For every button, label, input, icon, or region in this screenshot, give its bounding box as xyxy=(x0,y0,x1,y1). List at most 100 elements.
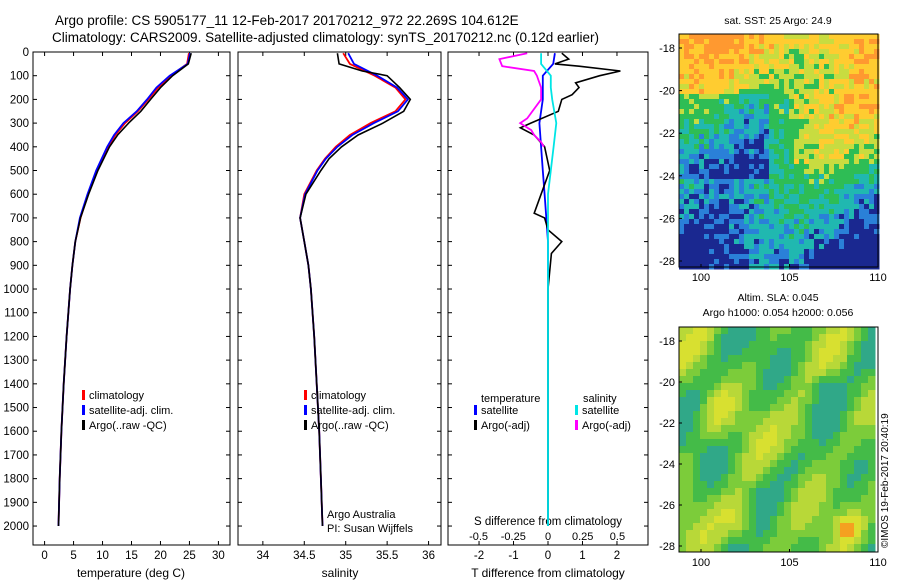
map-cell xyxy=(769,139,775,145)
map-cell xyxy=(874,79,880,85)
map-cell xyxy=(769,69,775,75)
map-cell xyxy=(819,467,827,475)
map-cell xyxy=(679,204,685,210)
map-cell xyxy=(847,467,855,475)
map-cell xyxy=(791,509,799,517)
map-cell xyxy=(735,432,743,440)
map-cell xyxy=(739,144,745,150)
map-cell xyxy=(809,84,815,90)
map-cell xyxy=(864,189,870,195)
map-cell xyxy=(789,89,795,95)
map-cell xyxy=(684,249,690,255)
map-cell xyxy=(754,34,760,40)
map-cell xyxy=(769,89,775,95)
map-cell xyxy=(686,362,694,370)
header-line-2: Climatology: CARS2009. Satellite-adjuste… xyxy=(52,30,600,45)
map-cell xyxy=(779,129,785,135)
map-cell xyxy=(777,481,785,489)
map-cell xyxy=(829,104,835,110)
map-cell xyxy=(864,134,870,140)
map-cell xyxy=(814,224,820,230)
map-cell xyxy=(734,234,740,240)
map-cell xyxy=(686,439,694,447)
map-cell xyxy=(770,425,778,433)
map-cell xyxy=(864,209,870,215)
map-cell xyxy=(764,224,770,230)
map-cell xyxy=(694,214,700,220)
map-cell xyxy=(769,249,775,255)
map-cell xyxy=(721,488,729,496)
map-cell xyxy=(729,74,735,80)
map-cell xyxy=(719,179,725,185)
map-cell xyxy=(714,327,722,335)
map-y-tick-label: -22 xyxy=(659,418,675,430)
map-cell xyxy=(844,44,850,50)
map-cell xyxy=(819,59,825,65)
map-cell xyxy=(679,99,685,105)
map-cell xyxy=(754,139,760,145)
map-cell xyxy=(799,94,805,100)
map-cell xyxy=(764,244,770,250)
map-cell xyxy=(834,34,840,40)
map-cell xyxy=(819,259,825,265)
map-cell xyxy=(686,495,694,503)
map-cell xyxy=(840,453,848,461)
map-cell xyxy=(693,453,701,461)
map-cell xyxy=(868,425,876,433)
map-cell xyxy=(847,544,855,552)
map-cell xyxy=(699,184,705,190)
map-cell xyxy=(829,134,835,140)
map-cell xyxy=(869,164,875,170)
map-cell xyxy=(789,254,795,260)
map-cell xyxy=(784,229,790,235)
map-cell xyxy=(714,39,720,45)
map-cell xyxy=(734,99,740,105)
map-cell xyxy=(784,425,792,433)
map-cell xyxy=(739,34,745,40)
depth-tick-label: 1100 xyxy=(4,308,29,320)
map-cell xyxy=(735,544,743,552)
map-cell xyxy=(804,249,810,255)
map-cell xyxy=(839,184,845,190)
map-cell xyxy=(824,219,830,225)
map-cell xyxy=(847,453,855,461)
map-cell xyxy=(833,481,841,489)
map-cell xyxy=(874,144,880,150)
map-cell xyxy=(763,425,771,433)
map-cell xyxy=(714,44,720,50)
map-cell xyxy=(756,530,764,538)
map-cell xyxy=(794,164,800,170)
map-cell xyxy=(699,154,705,160)
map-cell xyxy=(824,229,830,235)
map-cell xyxy=(819,341,827,349)
map-cell xyxy=(834,174,840,180)
map-cell xyxy=(812,439,820,447)
map-cell xyxy=(779,194,785,200)
map-cell xyxy=(729,54,735,60)
map-cell xyxy=(854,460,862,468)
map-cell xyxy=(794,259,800,265)
map-cell xyxy=(729,49,735,55)
map-cell xyxy=(784,474,792,482)
map-cell xyxy=(774,34,780,40)
map-cell xyxy=(839,164,845,170)
map-cell xyxy=(798,467,806,475)
map-cell xyxy=(684,149,690,155)
map-cell xyxy=(679,327,687,335)
map-cell xyxy=(854,64,860,70)
map-cell xyxy=(714,139,720,145)
map-cell xyxy=(728,488,736,496)
map-cell xyxy=(689,164,695,170)
map-cell xyxy=(749,214,755,220)
map-cell xyxy=(834,184,840,190)
map-cell xyxy=(864,199,870,205)
map-cell xyxy=(859,59,865,65)
map-cell xyxy=(859,139,865,145)
map-cell xyxy=(814,259,820,265)
map-cell xyxy=(809,219,815,225)
map-cell xyxy=(784,234,790,240)
map-cell xyxy=(679,154,685,160)
map-cell xyxy=(719,94,725,100)
map-cell xyxy=(734,79,740,85)
sla-map-title-1: Altim. SLA: 0.045 xyxy=(737,292,818,304)
